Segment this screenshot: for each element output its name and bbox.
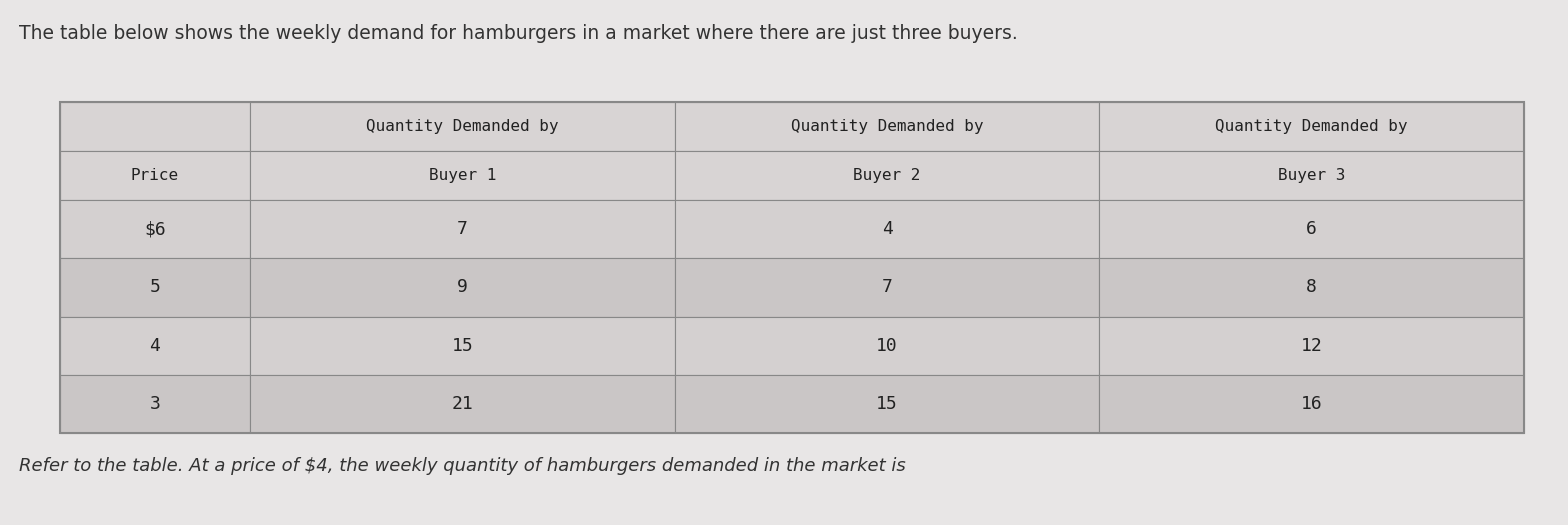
Text: Price: Price	[130, 168, 179, 183]
Text: 4: 4	[149, 337, 160, 355]
Text: 8: 8	[1306, 278, 1317, 297]
Text: Buyer 1: Buyer 1	[428, 168, 495, 183]
Text: The table below shows the weekly demand for hamburgers in a market where there a: The table below shows the weekly demand …	[19, 24, 1018, 43]
Text: 5: 5	[149, 278, 160, 297]
Text: 4: 4	[881, 220, 892, 238]
Text: Buyer 2: Buyer 2	[853, 168, 920, 183]
Text: 7: 7	[881, 278, 892, 297]
Text: Quantity Demanded by: Quantity Demanded by	[790, 119, 983, 134]
Text: 6: 6	[1306, 220, 1317, 238]
Text: 10: 10	[877, 337, 898, 355]
Text: 7: 7	[456, 220, 467, 238]
Text: Quantity Demanded by: Quantity Demanded by	[1215, 119, 1408, 134]
Text: 3: 3	[149, 395, 160, 413]
Text: 21: 21	[452, 395, 474, 413]
Text: 16: 16	[1301, 395, 1323, 413]
Text: Quantity Demanded by: Quantity Demanded by	[365, 119, 558, 134]
Text: 12: 12	[1301, 337, 1323, 355]
Text: 15: 15	[877, 395, 898, 413]
Text: $6: $6	[144, 220, 166, 238]
Text: 15: 15	[452, 337, 474, 355]
Text: 9: 9	[456, 278, 467, 297]
Text: Buyer 3: Buyer 3	[1278, 168, 1345, 183]
Text: Refer to the table. At a price of $4, the weekly quantity of hamburgers demanded: Refer to the table. At a price of $4, th…	[19, 457, 906, 475]
